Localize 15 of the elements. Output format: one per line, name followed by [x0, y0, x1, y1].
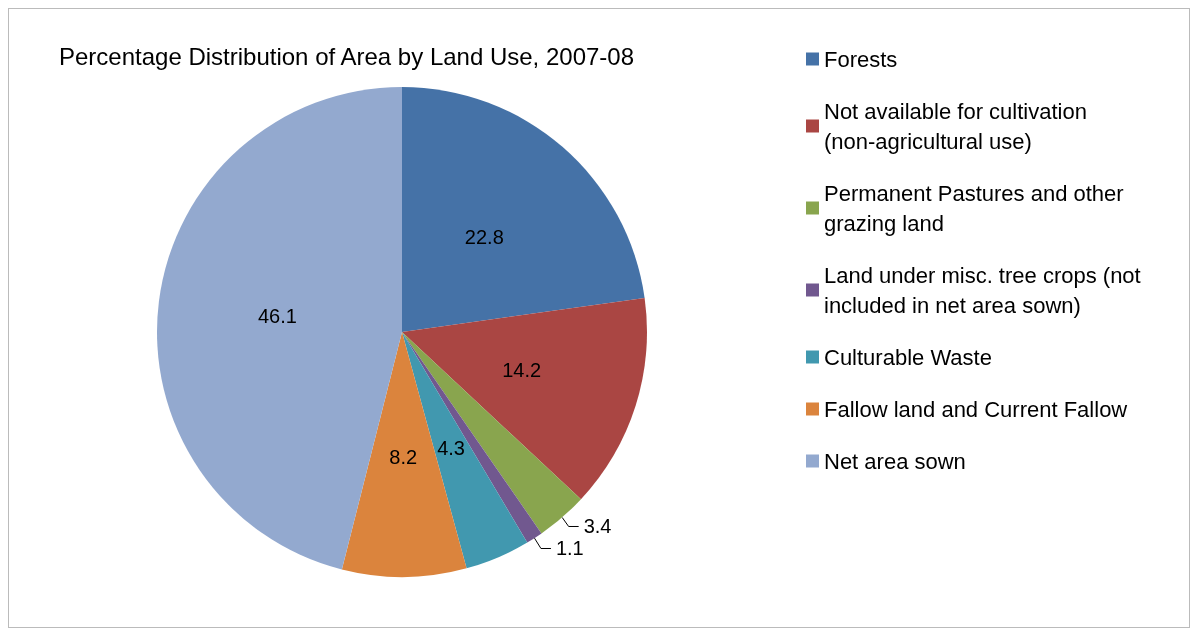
legend-label: Fallow land and Current Fallow — [824, 396, 1128, 422]
data-label: 1.1 — [555, 537, 584, 560]
data-label: 14.2 — [502, 358, 542, 381]
data-label: 4.3 — [437, 436, 465, 459]
legend-label: Permanent Pastures and other grazing land — [824, 180, 1130, 236]
legend-label: Forests — [824, 46, 898, 72]
legend-label: Net area sown — [824, 448, 966, 474]
data-label: 22.8 — [464, 226, 504, 249]
chart-title: Percentage Distribution of Area by Land Use, 2007-08 — [59, 42, 635, 70]
legend-label: Culturable Waste — [824, 344, 992, 370]
data-label: 8.2 — [389, 446, 418, 469]
data-label: 46.1 — [257, 305, 297, 328]
data-label: 3.4 — [583, 515, 612, 538]
legend-label: Not available for cultivation (non-agricultural use) — [824, 98, 1094, 154]
legend-label: Land under misc. tree crops (not included in net area sown) — [824, 262, 1147, 318]
